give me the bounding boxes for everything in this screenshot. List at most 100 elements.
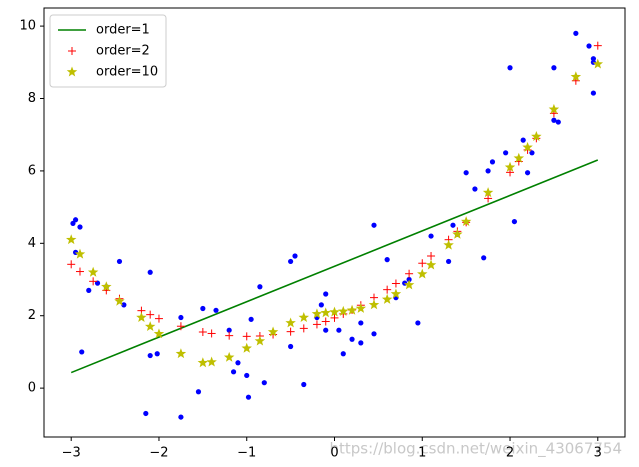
star-marker [206, 356, 217, 367]
star-marker [298, 312, 310, 322]
plus-marker [383, 285, 392, 294]
data-point [555, 119, 561, 125]
data-point [121, 302, 127, 308]
data-point [147, 352, 153, 359]
data-point [147, 269, 153, 275]
data-point [524, 170, 531, 176]
star-marker [197, 357, 209, 368]
star-marker [390, 288, 402, 299]
data-point [79, 349, 85, 355]
star-marker [355, 302, 367, 313]
x-tick-label: −1 [237, 446, 256, 461]
data-point [178, 314, 184, 321]
x-tick-label: 2 [506, 446, 514, 461]
data-point [503, 150, 509, 156]
star-marker [101, 281, 112, 292]
plus-marker [68, 47, 76, 55]
plus-marker [330, 313, 339, 322]
x-tick-label: 1 [418, 446, 426, 461]
data-point [301, 381, 307, 388]
y-tick-label: 0 [28, 381, 36, 396]
star-marker [504, 161, 516, 172]
data-point [586, 43, 592, 49]
data-point [288, 343, 294, 350]
star-marker [267, 326, 279, 337]
legend: order=1 order=2 order=10 [49, 14, 167, 88]
data-point [463, 170, 469, 176]
data-point [94, 280, 101, 286]
star-marker [311, 308, 323, 319]
star-marker [74, 248, 86, 259]
data-point [244, 372, 250, 379]
fit-line [70, 159, 599, 374]
plus-marker [146, 310, 155, 319]
plus-marker [299, 324, 308, 333]
data-point [213, 307, 219, 313]
star-marker [592, 58, 604, 69]
plus-marker [405, 269, 414, 278]
star-marker [329, 306, 340, 317]
plus-marker [418, 259, 427, 268]
data-point [77, 224, 83, 230]
star-marker [452, 228, 463, 239]
data-point [384, 257, 390, 263]
x-tick-label: 0 [330, 446, 338, 461]
plot-frame [43, 7, 626, 438]
data-point [511, 218, 518, 225]
star-marker [144, 321, 156, 332]
legend-label: order=2 [96, 44, 150, 59]
plus-marker [321, 317, 330, 326]
data-point [485, 168, 491, 174]
star-marker [285, 317, 296, 328]
data-point [445, 258, 452, 265]
data-point [358, 320, 364, 326]
data-point [323, 327, 329, 333]
data-point [195, 389, 202, 395]
plus-marker [225, 331, 234, 340]
data-point [143, 410, 149, 417]
plus-marker [198, 328, 207, 337]
plus-marker [484, 194, 493, 203]
star-marker [513, 152, 525, 163]
star-marker [320, 307, 331, 318]
star-marker [368, 299, 380, 310]
plus-marker [207, 329, 216, 338]
data-point [318, 302, 324, 308]
data-point [116, 258, 123, 265]
data-point [257, 284, 263, 290]
star-marker [482, 187, 494, 198]
y-tick-label: 4 [28, 236, 36, 251]
data-point [340, 351, 346, 357]
plus-marker [427, 251, 436, 260]
data-point [336, 327, 342, 333]
star-marker [381, 293, 393, 304]
data-point [590, 90, 597, 96]
data-point [481, 255, 487, 261]
plus-marker [391, 279, 400, 288]
x-tick-label: 3 [594, 446, 602, 461]
data-point [551, 117, 557, 123]
data-point [371, 222, 377, 228]
data-point [245, 394, 252, 400]
star-marker [548, 103, 560, 114]
star-marker [87, 266, 99, 277]
plus-marker [67, 260, 76, 269]
data-point [178, 414, 184, 420]
plus-marker [506, 168, 515, 177]
data-point [450, 222, 456, 228]
star-marker [241, 342, 252, 353]
data-point [200, 305, 206, 312]
star-marker [522, 141, 533, 152]
data-point [154, 351, 160, 357]
star-marker [417, 268, 428, 279]
plus-marker [286, 327, 295, 336]
plus-marker [176, 322, 185, 331]
star-marker [65, 234, 77, 245]
data-point [349, 336, 355, 342]
star-marker [175, 348, 187, 359]
x-tick-label: −2 [149, 446, 168, 461]
data-point [415, 320, 421, 326]
plus-marker [312, 320, 321, 329]
plus-marker [593, 41, 602, 50]
data-point [226, 327, 232, 333]
